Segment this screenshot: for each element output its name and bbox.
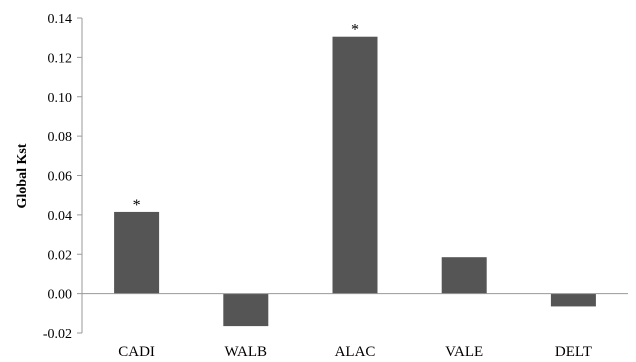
- y-axis-title: Global Kst: [15, 143, 30, 208]
- bars: [114, 36, 596, 327]
- bar-alac: [332, 36, 378, 294]
- category-label: ALAC: [335, 344, 376, 360]
- bar-delt: [550, 293, 596, 307]
- bar-cadi: [114, 211, 160, 294]
- category-label: WALB: [225, 344, 268, 360]
- category-label: CADI: [118, 344, 155, 360]
- y-tick-label: -0.02: [43, 327, 72, 342]
- significance-marker: *: [351, 22, 359, 39]
- category-labels: CADI WALB ALAC VALE DELT: [118, 344, 592, 360]
- y-axis-ticks: -0.02 0.00 0.02 0.04 0.06 0.08 0.10 0.12 0.14: [43, 12, 82, 342]
- bar-walb: [223, 293, 269, 327]
- y-tick-label: 0.00: [48, 288, 73, 303]
- y-tick-label: 0.08: [48, 130, 73, 145]
- y-tick-label: 0.10: [48, 91, 73, 106]
- y-tick-label: 0.04: [48, 209, 73, 224]
- category-label: VALE: [445, 344, 483, 360]
- y-tick-label: 0.06: [48, 170, 73, 185]
- annotations: **: [133, 22, 359, 214]
- y-tick-label: 0.14: [48, 12, 73, 27]
- significance-marker: *: [133, 197, 141, 214]
- category-label: DELT: [555, 344, 592, 360]
- y-tick-label: 0.02: [48, 248, 73, 263]
- bar-vale: [441, 257, 487, 294]
- y-tick-label: 0.12: [48, 51, 73, 66]
